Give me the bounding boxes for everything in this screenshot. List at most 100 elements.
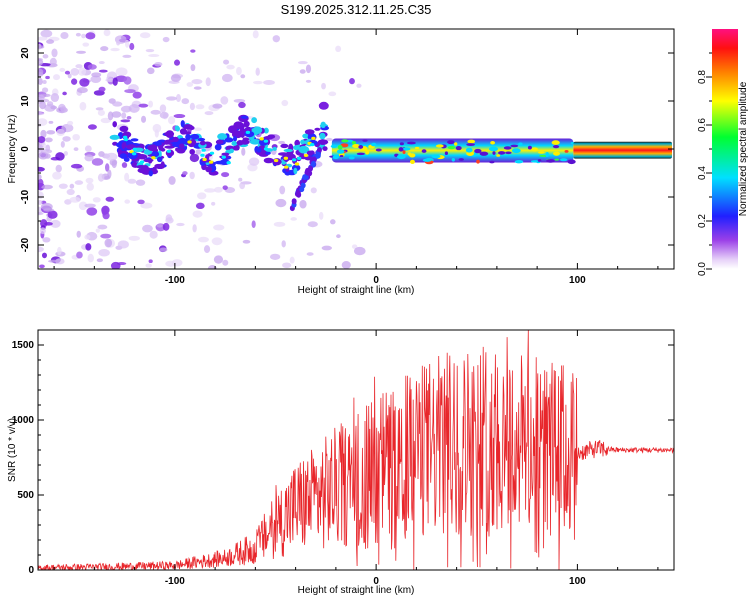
spectrogram-noise-blob [159, 104, 167, 113]
spectrogram-noise-blob [251, 220, 256, 228]
spectrogram-noise-blob [72, 133, 80, 141]
spectrogram-noise-blob [281, 240, 286, 248]
spectrogram-noise-blob [124, 89, 136, 94]
spectrogram-ridge-blob [492, 151, 496, 155]
spectrogram-highlight-blob [122, 135, 128, 139]
spectrogram-band-blob [240, 115, 249, 119]
spectrogram-noise-blob [95, 107, 104, 111]
spectrogram-band-blob [185, 134, 191, 140]
spectrogram-ridge-blob [375, 148, 382, 152]
spectrogram-band-blob [112, 121, 118, 128]
spectrogram-band-blob [136, 164, 147, 169]
spectrogram-noise-blob [353, 246, 366, 256]
spectrogram-noise-blob [62, 136, 71, 142]
spectrogram-noise-blob [47, 210, 58, 219]
spectrogram-noise-blob [306, 252, 314, 256]
spectrogram-noise-blob [159, 247, 168, 252]
spectrogram-noise-blob [55, 152, 65, 161]
spectrogram-noise-blob [38, 71, 44, 77]
spectrogram-noise-blob [38, 58, 44, 66]
spectrogram-highlight-blob [245, 130, 251, 134]
figure-title: S199.2025.312.11.25.C35 [281, 2, 432, 17]
spectrogram-noise-blob [100, 46, 109, 52]
spectrogram-noise-blob [46, 101, 54, 107]
spectrogram-noise-blob [141, 115, 147, 123]
spectrogram-highlight-blob [259, 137, 264, 141]
spectrogram-ridge-blob [546, 159, 555, 163]
spectrogram-band-blob [164, 145, 175, 149]
spectrogram-band-blob [224, 137, 234, 143]
spectrogram-highlight-blob [151, 156, 156, 160]
spectrogram-ridge [331, 138, 574, 163]
spectrogram-noise-blob [279, 185, 286, 195]
snr-x-ticks: -100 0 100 [53, 330, 659, 587]
spectrogram-ridge-blob [545, 152, 550, 158]
spectrogram-noise-blob [197, 236, 209, 243]
spectrogram-noise-blob [38, 166, 45, 172]
spectrogram-noise-blob [129, 42, 135, 51]
spectrogram-noise-blob [165, 217, 174, 224]
spectrogram-ridge-blob [341, 139, 349, 143]
spectrogram-ridge-blob [332, 155, 339, 160]
spectrogram-noise-blob [76, 251, 83, 259]
spectrogram-noise-blob [104, 163, 110, 172]
spectrogram-band-blob [304, 129, 315, 135]
spectrogram-highlight-blob [209, 151, 215, 155]
spectrogram-noise-blob [145, 263, 152, 268]
spectrogram-streak-blob [291, 198, 297, 205]
spectrogram-noise-blob [226, 64, 235, 70]
spectrogram-noise-blob [174, 59, 181, 66]
spectrogram-band-blob [263, 127, 269, 134]
spectrogram-heatmap [38, 29, 672, 269]
spectrogram-band-blob [317, 139, 329, 146]
spectrogram-y-label: Frequency (Hz) [7, 115, 18, 184]
spectrogram-noise-blob [154, 61, 163, 67]
spectrogram-noise-blob [193, 86, 202, 90]
colorbar-ticks: 0.0 0.2 0.4 0.6 0.8 [697, 52, 712, 276]
spectrogram-noise-blob [98, 69, 108, 73]
spectrogram-noise-blob [193, 127, 202, 132]
spectrogram-streak-blob [296, 191, 302, 198]
spectrogram-noise-blob [38, 199, 43, 205]
spectrogram-ridge-blob [505, 151, 512, 155]
spectrogram-noise-blob [105, 152, 118, 161]
spectrogram-noise-blob [222, 259, 229, 266]
spectrogram-noise-blob [156, 223, 163, 228]
spectrogram-noise-blob [204, 188, 216, 193]
snr-y-tick-label: 0 [28, 565, 34, 576]
spectrogram-streak-blob [315, 152, 321, 159]
spectrogram-noise-blob [123, 76, 132, 85]
spectrogram-noise-blob [126, 115, 132, 120]
spectrogram-noise-blob [81, 33, 86, 39]
spectrogram-noise-blob [213, 224, 225, 231]
spectrogram-ridge-blob [421, 149, 427, 153]
spectrogram-noise-blob [38, 151, 49, 160]
spectrogram-noise-blob [307, 221, 318, 228]
spectrogram-noise-blob [221, 73, 233, 83]
spectrogram-ridge-blob [564, 149, 569, 153]
spectrogram-noise-blob [159, 111, 169, 119]
spectrogram-noise-blob [195, 149, 202, 155]
spectrogram-noise-blob [40, 219, 48, 228]
spectrogram-band-blob [109, 134, 120, 140]
spectrogram-ridge-blob [447, 145, 456, 150]
spectrogram-noise-blob [110, 47, 120, 52]
spectrogram-noise-blob [97, 109, 105, 116]
spectrogram-band-blob [234, 144, 240, 151]
spectrogram-noise-blob [121, 112, 127, 119]
spectrogram-noise-blob [41, 87, 49, 93]
spectrogram-band-blob [322, 146, 328, 152]
spectrogram-noise-blob [167, 116, 176, 125]
spectrogram-noise-blob [176, 222, 185, 227]
spectrogram-noise-blob [195, 104, 205, 110]
spectrogram-band-blob [263, 136, 273, 140]
spectrogram-noise-blob [310, 187, 317, 194]
spectrogram-noise-blob [76, 87, 88, 94]
spectrogram-noise-blob [222, 185, 228, 190]
spectrogram-band-blob [318, 101, 329, 110]
spectrogram-noise-blob [321, 82, 326, 90]
spectrogram-noise-blob [39, 101, 46, 110]
spectrogram-ridge-blob [422, 158, 432, 162]
spectrogram-noise-blob [124, 172, 130, 182]
spectrogram-noise-blob [211, 237, 223, 246]
